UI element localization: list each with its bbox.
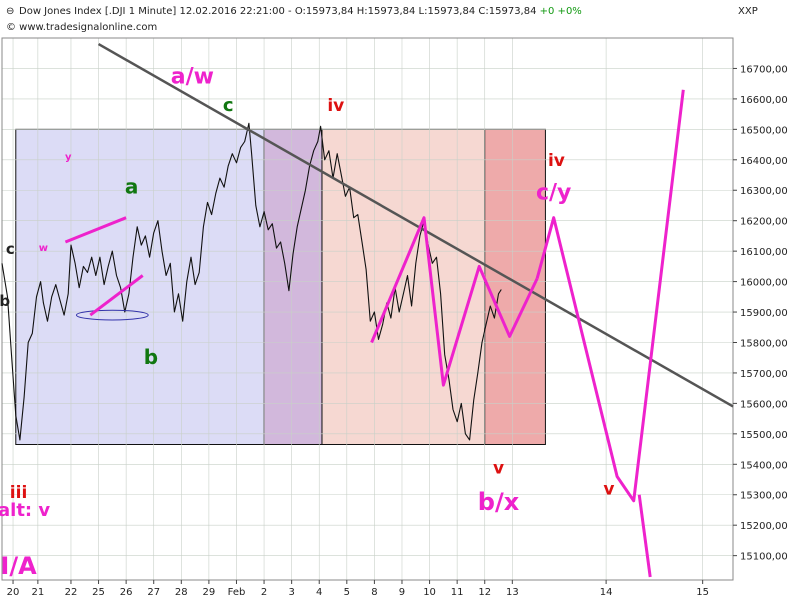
wave-label: iv <box>327 96 344 116</box>
box-d <box>484 128 546 445</box>
x-tick-label: 27 <box>147 587 160 598</box>
x-tick-label: 8 <box>371 587 377 598</box>
wave-projection-tail <box>637 494 652 578</box>
y-tick-label: 16200,00 <box>740 217 788 228</box>
wave-boxes <box>15 128 546 445</box>
header-datetime: 12.02.2016 22:21:00 <box>179 6 284 17</box>
wave-label: a/w <box>171 65 214 90</box>
y-tick-label: 16600,00 <box>740 95 788 106</box>
wave-label: w <box>39 243 48 254</box>
x-tick-label: Feb <box>228 587 246 598</box>
wave-label: iii <box>10 483 27 503</box>
range-ellipse <box>75 309 149 321</box>
x-tick-label: 15 <box>696 587 709 598</box>
chart-header: ⊖ Dow Jones Index [.DJI 1 Minute] 12.02.… <box>6 6 758 33</box>
wave-label: iv <box>548 151 565 171</box>
axis-name: XXP <box>738 6 758 17</box>
annotation-layer <box>64 43 734 578</box>
y-tick-label: 16500,00 <box>740 125 788 136</box>
plot-frame <box>1 37 734 581</box>
x-tick-label: 20 <box>7 587 20 598</box>
wave-label: v <box>493 458 504 478</box>
wave-label: c <box>223 95 234 116</box>
svg-text:Dow Jones Index [.DJI 1 Minut: Dow Jones Index [.DJI 1 Minute] 12.02.20… <box>19 6 582 17</box>
price-series-layer <box>1 122 502 441</box>
y-tick-label: 15800,00 <box>740 338 788 349</box>
trendline <box>97 43 734 408</box>
x-tick-label: 11 <box>451 587 464 598</box>
x-tick-label: 5 <box>344 587 350 598</box>
x-tick-label: 25 <box>92 587 105 598</box>
x-tick-label: 26 <box>120 587 133 598</box>
y-tick-label: 16100,00 <box>740 247 788 258</box>
y-tick-label: 16700,00 <box>740 64 788 75</box>
price-line <box>1 122 502 441</box>
x-tick-label: 29 <box>203 587 216 598</box>
x-tick-label: 10 <box>423 587 436 598</box>
x-axis: 20 21 22 25 26 27 28 29 Feb 2 3 4 5 8 9 10 11 12 13 14 15 <box>7 580 709 598</box>
header-ohlc: O:15973,84 H:15973,84 L:15973,84 C:15973… <box>295 6 537 17</box>
wave-path-3 <box>370 216 539 387</box>
x-tick-label: 9 <box>399 587 405 598</box>
wave-path-2 <box>89 274 144 317</box>
y-tick-label: 16400,00 <box>740 156 788 167</box>
x-tick-label: 4 <box>316 587 322 598</box>
wave-path-1 <box>64 216 127 244</box>
wave-label: y <box>65 152 72 163</box>
wave-projection <box>535 89 685 503</box>
y-tick-label: 16000,00 <box>740 278 788 289</box>
y-tick-label: 15700,00 <box>740 369 788 380</box>
y-tick-label: 15500,00 <box>740 430 788 441</box>
y-axis: 15100,00 15200,00 15300,00 15400,00 15500,00… <box>733 64 788 563</box>
x-tick-label: 22 <box>65 587 78 598</box>
plot-border <box>1 37 734 581</box>
header-change: +0 +0% <box>540 6 582 17</box>
collapse-icon[interactable]: ⊖ <box>6 6 14 17</box>
wave-label: a <box>125 174 139 198</box>
grid <box>2 38 733 580</box>
wave-label: alt: v <box>0 500 50 521</box>
x-tick-label: 14 <box>600 587 613 598</box>
wave-label: b <box>144 345 158 369</box>
y-tick-label: 15200,00 <box>740 521 788 532</box>
y-tick-label: 15600,00 <box>740 399 788 410</box>
wave-label: c/y <box>536 180 571 205</box>
x-tick-label: 28 <box>175 587 188 598</box>
wave-label: b/x <box>478 488 520 516</box>
y-tick-label: 16300,00 <box>740 186 788 197</box>
x-tick-label: 21 <box>31 587 44 598</box>
box-b <box>263 128 323 445</box>
wave-label: c <box>6 240 15 258</box>
x-tick-label: 3 <box>288 587 294 598</box>
wave-label: v <box>603 480 614 500</box>
y-tick-label: 15300,00 <box>740 491 788 502</box>
wave-label: b <box>0 292 10 310</box>
source-credit: © www.tradesignalonline.com <box>6 22 157 33</box>
y-tick-label: 15400,00 <box>740 460 788 471</box>
y-tick-label: 15100,00 <box>740 552 788 563</box>
box-c <box>321 128 486 445</box>
x-tick-label: 13 <box>506 587 519 598</box>
box-a <box>15 128 265 445</box>
wave-label: I/A <box>0 552 37 580</box>
y-tick-label: 15900,00 <box>740 308 788 319</box>
instrument-name: Dow Jones Index [.DJI 1 Minute] <box>19 6 176 17</box>
x-tick-label: 12 <box>478 587 491 598</box>
x-tick-label: 2 <box>261 587 267 598</box>
